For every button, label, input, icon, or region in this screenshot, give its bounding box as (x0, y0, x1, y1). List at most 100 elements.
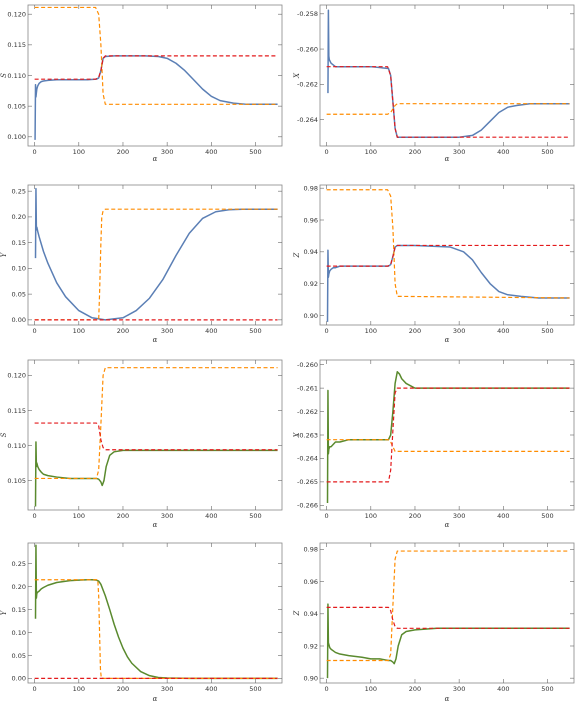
y-tick-label: 0.115 (7, 41, 26, 49)
x-tick-label: 200 (409, 512, 421, 520)
x-tick-label: 500 (541, 512, 553, 520)
x-tick-label: 400 (497, 685, 509, 693)
x-tick-label: 0 (33, 148, 37, 156)
x-tick-label: 500 (541, 148, 553, 156)
x-axis-label: α (153, 155, 158, 163)
plot-frame (27, 359, 283, 511)
y-tick-label: 0.10 (12, 629, 26, 637)
y-axis-label: Y (0, 609, 8, 615)
plot-frame (27, 184, 283, 326)
chart-panel: 0 100 200 300 400 500 0.100 0.105 0.110 0.115 0.12… (0, 4, 283, 163)
y-tick-label: 0.90 (304, 674, 318, 682)
x-tick-label: 400 (205, 685, 217, 693)
x-tick-label: 400 (205, 148, 217, 156)
series-line-orange (326, 103, 570, 115)
x-tick-label: 100 (73, 685, 85, 693)
chart-panel: 0 100 200 300 400 500 0.90 0.92 0.94 0.96 0.98 α Z (293, 184, 575, 344)
y-tick-label: -0.260 (297, 45, 318, 53)
y-tick-label: 0.115 (7, 407, 26, 415)
x-tick-label: 200 (117, 327, 129, 335)
y-tick-label: 0.94 (304, 248, 318, 256)
x-tick-label: 400 (205, 327, 217, 335)
y-tick-label: 0.05 (12, 290, 26, 298)
series-line-orange (34, 208, 278, 321)
y-tick-label: -0.266 (297, 502, 318, 510)
series-line-orange (34, 579, 278, 680)
x-tick-label: 100 (73, 148, 85, 156)
y-tick-label: -0.258 (297, 10, 318, 18)
x-tick-label: 100 (365, 148, 377, 156)
plot-frame (319, 359, 575, 511)
y-tick-label: 0.15 (12, 239, 26, 247)
y-tick-label: 0.00 (12, 675, 26, 683)
y-tick-label: -0.262 (297, 81, 318, 89)
x-tick-label: 500 (249, 512, 261, 520)
x-tick-label: 200 (409, 327, 421, 335)
chart-panel: 0 100 200 300 400 500 -0.258 -0.260 -0.262 -0.264… (293, 4, 575, 163)
chart-panel: 0 100 200 300 400 500 0.00 0.05 0.10 0.15 0.20 0.25… (0, 542, 283, 703)
x-tick-label: 400 (497, 512, 509, 520)
y-tick-label: 0.00 (12, 316, 26, 324)
x-tick-label: 100 (365, 512, 377, 520)
x-tick-label: 400 (205, 512, 217, 520)
series-line-red (326, 387, 570, 483)
y-axis-label: Z (293, 610, 301, 616)
y-tick-label: -0.265 (297, 478, 318, 486)
series-line-orange (326, 550, 570, 662)
x-tick-label: 500 (249, 148, 261, 156)
y-tick-label: 0.110 (7, 442, 26, 450)
plot-frame (27, 4, 283, 147)
x-axis-label: α (445, 695, 450, 703)
x-tick-label: 500 (249, 327, 261, 335)
x-tick-label: 300 (453, 327, 465, 335)
y-tick-label: 0.05 (12, 652, 26, 660)
y-tick-label: 0.20 (12, 583, 26, 591)
series-line-blue (327, 9, 570, 138)
y-tick-label: -0.264 (297, 116, 318, 124)
series-line-green (34, 544, 278, 680)
x-tick-label: 200 (117, 148, 129, 156)
plot-frame (319, 184, 575, 326)
y-tick-label: -0.262 (297, 408, 318, 416)
series-line-red (326, 244, 570, 267)
series-line-blue (326, 244, 570, 322)
x-axis-label: α (445, 521, 450, 529)
x-tick-label: 400 (497, 327, 509, 335)
plot-frame (319, 542, 575, 684)
series-line-orange (34, 6, 278, 105)
x-tick-label: 300 (161, 685, 173, 693)
y-tick-label: 0.98 (304, 546, 318, 554)
series-line-red (34, 422, 278, 451)
series-line-red (326, 66, 570, 138)
x-tick-label: 300 (161, 327, 173, 335)
chart-panel: 0 100 200 300 400 500 0.105 0.110 0.115 0.120 α S (0, 359, 283, 529)
y-tick-label: 0.25 (12, 560, 26, 568)
x-axis-label: α (153, 336, 158, 344)
chart-panel: 0 100 200 300 400 500 -0.260 -0.261 -0.262 -0.263… (293, 359, 575, 529)
y-tick-label: 0.94 (304, 610, 318, 618)
plot-frame (27, 542, 283, 684)
x-tick-label: 300 (161, 148, 173, 156)
x-tick-label: 500 (249, 685, 261, 693)
y-axis-label: Y (0, 251, 8, 257)
y-tick-label: 0.96 (304, 216, 318, 224)
x-tick-label: 0 (325, 685, 329, 693)
x-axis-label: α (153, 521, 158, 529)
x-tick-label: 200 (117, 512, 129, 520)
series-line-green (326, 370, 570, 503)
x-tick-label: 0 (33, 685, 37, 693)
x-tick-label: 400 (497, 148, 509, 156)
y-tick-label: -0.260 (297, 361, 318, 369)
x-tick-label: 300 (453, 148, 465, 156)
x-tick-label: 0 (33, 512, 37, 520)
y-tick-label: 0.20 (12, 213, 26, 221)
y-tick-label: 0.120 (7, 372, 26, 380)
y-tick-label: 0.92 (304, 280, 318, 288)
x-tick-label: 300 (453, 512, 465, 520)
x-tick-label: 200 (117, 685, 129, 693)
x-tick-label: 200 (409, 685, 421, 693)
series-line-green (34, 441, 278, 507)
series-line-green (326, 603, 570, 679)
chart-panel: 0 100 200 300 400 500 0.90 0.92 0.94 0.96 0.98 α Z (293, 542, 575, 703)
y-tick-label: 0.105 (7, 477, 26, 485)
